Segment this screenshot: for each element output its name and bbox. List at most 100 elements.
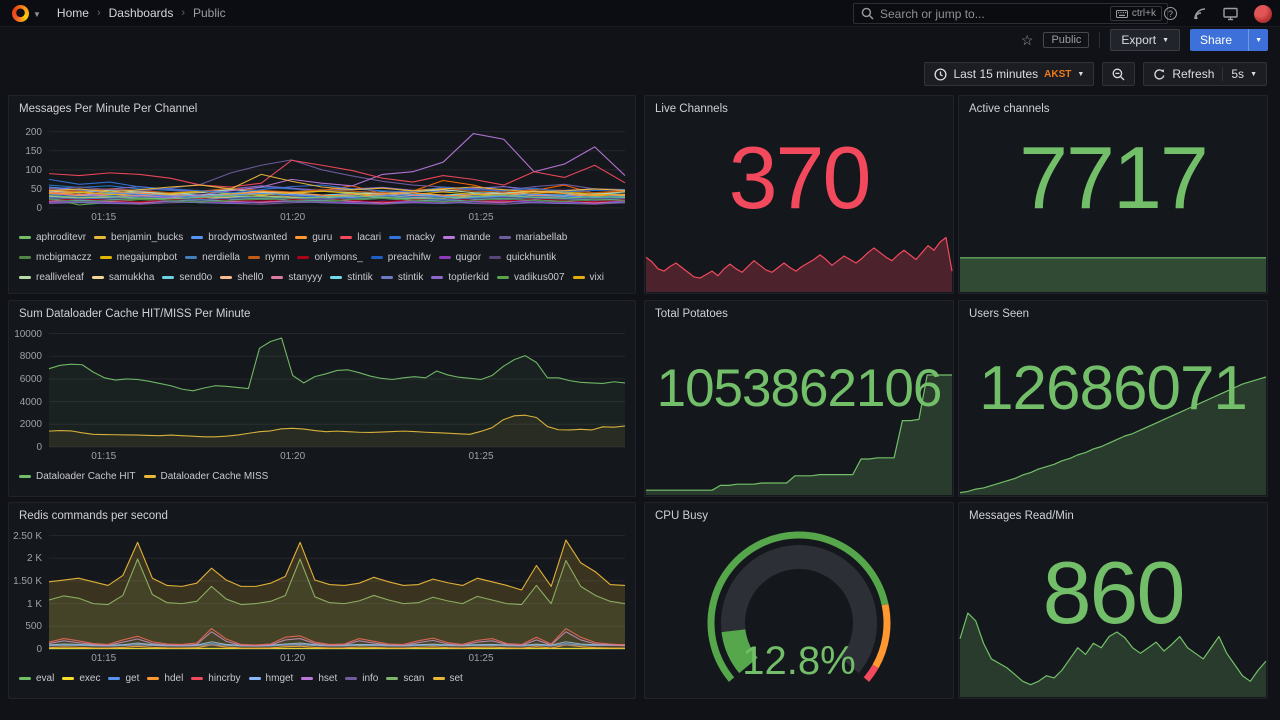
legend-item[interactable]: info [345,673,378,684]
legend-swatch [370,256,383,259]
legend-item[interactable]: megajumpbot [99,252,177,263]
legend-swatch [386,677,399,680]
legend-item[interactable]: onlymons_ [297,252,363,263]
legend-swatch [432,677,445,680]
panel-title[interactable]: Messages Per Minute Per Channel [19,103,198,115]
legend-item[interactable]: vixi [572,272,604,282]
search-icon [861,7,874,20]
nav-icon-group: ? [1164,0,1272,27]
legend-item[interactable]: send0o [162,272,212,282]
legend-item[interactable]: scan [386,673,425,684]
legend-item[interactable]: mcbigmaczz [19,252,92,263]
legend-item[interactable]: get [108,673,139,684]
monitor-icon[interactable] [1223,7,1238,21]
legend-item[interactable]: realliveleaf [19,272,84,282]
panel-title[interactable]: Users Seen [969,308,1030,320]
legend-item[interactable]: stanyyy [271,272,322,282]
org-switcher-chevron-icon[interactable]: ▼ [33,9,41,19]
share-button[interactable]: Share ▼ [1190,29,1268,51]
legend-item[interactable]: vadikus007 [496,272,565,282]
share-dropdown-chevron-icon[interactable]: ▼ [1248,29,1268,51]
panel-live-channels: Live Channels 370 [644,95,954,294]
legend-swatch [191,236,204,239]
legend-item[interactable]: Dataloader Cache MISS [143,471,269,482]
breadcrumb: Home › Dashboards › Public [57,6,226,20]
legend-item[interactable]: hincrby [191,673,241,684]
legend: aphroditevr benjamin_bucks brodymostwanted… [9,226,635,282]
legend-item[interactable]: eval [19,673,54,684]
legend-label: mariabellab [515,232,568,243]
legend-item[interactable]: lacari [340,232,381,243]
zoom-out-icon [1112,68,1125,80]
panel-title[interactable]: CPU Busy [655,510,709,522]
legend-item[interactable]: qugor [438,252,481,263]
legend-label: Dataloader Cache HIT [36,471,136,482]
legend-item[interactable]: shell0 [220,272,263,282]
legend-item[interactable]: nerdiella [185,252,240,263]
stat-value: 370 [728,127,872,227]
timeseries-plot[interactable]: 0 500 1 K 1.50 K 2 K 2.50 K 01:15 01:20 01:25 [13,531,625,664]
legend-item[interactable]: samukkha [91,272,155,282]
axis-tick-label: 01:20 [280,451,306,462]
legend: Dataloader Cache HIT Dataloader Cache MIS… [9,465,635,485]
legend-item[interactable]: toptierkid [431,272,489,282]
stat-value: 12686071 [979,353,1248,423]
help-icon[interactable]: ? [1164,7,1177,20]
axis-tick-label: 2000 [19,419,42,431]
search-input[interactable] [853,3,1168,24]
legend-item[interactable]: hmget [248,673,293,684]
user-avatar[interactable] [1254,4,1272,23]
grafana-logo-icon[interactable] [12,4,29,22]
panel-title[interactable]: Live Channels [655,103,728,115]
legend-item[interactable]: quickhuntik [489,252,556,263]
axis-tick-label: 01:15 [91,653,117,664]
favorite-star-icon[interactable]: ☆ [1020,32,1034,48]
panel-title[interactable]: Messages Read/Min [969,510,1074,522]
legend-item[interactable]: guru [295,232,332,243]
panel-title[interactable]: Sum Dataloader Cache HIT/MISS Per Minute [19,308,251,320]
news-icon[interactable] [1193,7,1207,21]
legend-item[interactable]: stintik [330,272,373,282]
legend-item[interactable]: aphroditevr [19,232,86,243]
legend-item[interactable]: hdel [147,673,183,684]
legend-swatch [443,236,456,239]
refresh-interval[interactable]: 5s [1231,67,1245,81]
breadcrumb-dashboards[interactable]: Dashboards [108,6,174,20]
timeseries-plot[interactable]: 0 50 100 150 200 01:15 01:20 01:25 [25,124,625,223]
breadcrumb-home[interactable]: Home [56,6,89,20]
export-button[interactable]: Export ▼ [1110,29,1181,51]
legend-item[interactable]: exec [62,673,100,684]
toolbar-divider [1099,32,1101,48]
legend-item[interactable]: preachifw [370,252,431,263]
time-range-picker[interactable]: Last 15 minutes AKST ▼ [924,62,1095,86]
timeseries-plot[interactable]: 0 2000 4000 6000 8000 10000 01:15 01:20 01:25 [14,329,625,462]
legend-label: Dataloader Cache MISS [160,471,269,482]
axis-tick-label: 500 [25,621,42,633]
legend-item[interactable]: brodymostwanted [191,232,287,243]
chevron-down-icon: ▼ [1162,36,1170,44]
refresh-button[interactable]: Refresh 5s ▼ [1143,62,1267,86]
zoom-out-button[interactable] [1102,62,1136,86]
panel-title[interactable]: Active channels [969,103,1050,115]
legend-item[interactable]: set [432,673,463,684]
legend-swatch [489,256,502,259]
legend-item[interactable]: mande [443,232,491,243]
gauge-value: 12.8% [742,639,856,683]
legend-label: mande [460,232,491,243]
axis-tick-label: 0 [36,442,42,453]
legend-item[interactable]: stintik [380,272,423,282]
panel-title[interactable]: Redis commands per second [19,510,168,522]
legend-item[interactable]: Dataloader Cache HIT [19,471,136,482]
legend-item[interactable]: hset [301,673,337,684]
legend-swatch [572,276,585,279]
legend-item[interactable]: nymn [247,252,289,263]
axis-tick-label: 2 K [26,553,42,565]
legend-label: toptierkid [448,272,489,282]
legend-label: get [125,673,140,684]
legend-item[interactable]: benjamin_bucks [94,232,183,243]
legend-label: samukkha [108,272,155,282]
legend-item[interactable]: mariabellab [498,232,568,243]
legend-item[interactable]: macky [389,232,435,243]
stat-value: 1053862106 [656,359,943,418]
panel-title[interactable]: Total Potatoes [655,308,728,320]
